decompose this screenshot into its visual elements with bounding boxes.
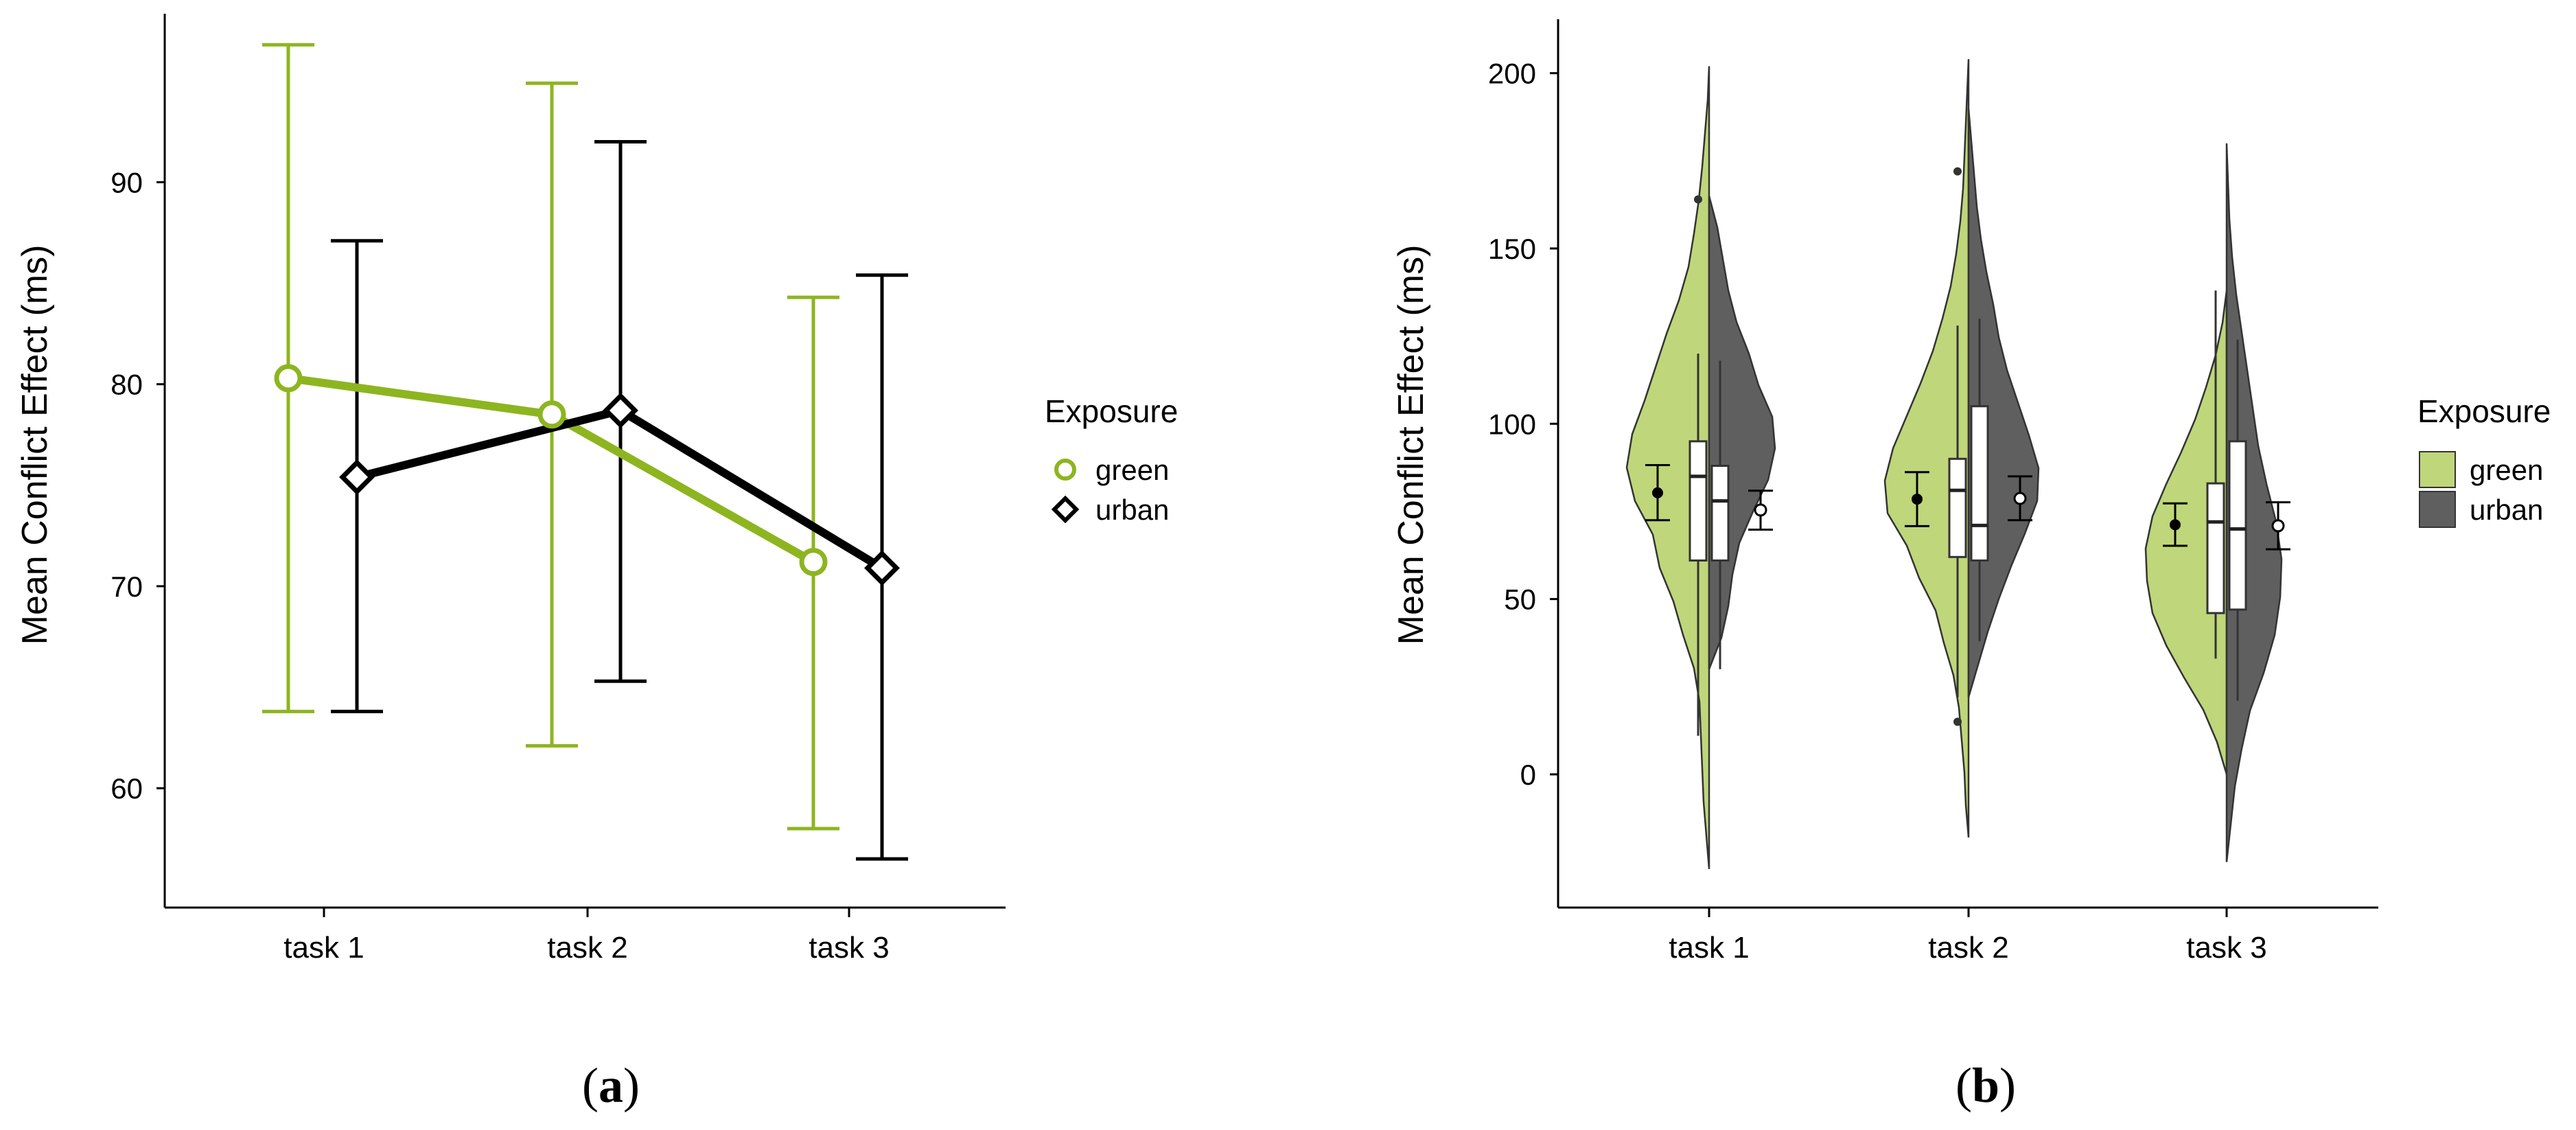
panel-b-violin-green [2144,290,2228,775]
panel-a-y-tick-label: 90 [111,166,143,198]
panel-b-outlier-green [1953,717,1962,726]
panel-b-x-tick-label: task 1 [1669,931,1749,965]
panel-b-box-urban [1710,465,1730,562]
panel-a-legend-title: Exposure [1045,393,1178,429]
panel-b-mean-green [1652,487,1663,498]
panel-b-outlier-green [1694,195,1702,204]
panel-a-point-green [274,364,303,393]
panel-a-legend-key-urban [1051,495,1080,524]
panel-b-label: (b) [1956,1058,2016,1113]
panel-b-violin-green [1625,66,1710,869]
panel-b-box-green [1689,440,1708,562]
panel-a-line-chart: 60 70 80 90 task 1 task 2 task 3 Mean Conflic… [15,14,1178,1113]
panel-b-box-green [2206,482,2225,614]
panel-a-point-urban [864,550,900,586]
panel-b-mean-urban [2271,519,2285,533]
panel-a-y-tick-label: 70 [111,570,143,603]
panel-a-label: (a) [582,1058,640,1113]
panel-a-legend-label-green: green [1095,454,1169,486]
panel-b-violin-green [1883,59,1970,838]
panel-b-mean-green [2170,519,2181,531]
panel-b-box-urban [1970,405,1989,562]
panel-a-legend-label-urban: urban [1095,494,1169,526]
panel-b-legend-key-urban [2419,491,2456,528]
panel-b-outlier-green [1953,167,1962,176]
panel-a-x-tick-label: task 1 [283,931,364,965]
panel-a-point-green [537,400,566,429]
panel-b-legend-label-urban: urban [2470,494,2543,526]
panel-b-y-tick-label: 150 [1488,233,1536,265]
panel-a-y-tick-label: 60 [111,772,143,805]
panel-b-y-tick-label: 0 [1520,759,1536,791]
panel-b-legend-key-green [2419,451,2456,488]
panel-a-x-tick-label: task 3 [809,931,889,965]
panel-b-mean-urban [2013,492,2027,505]
panel-b-mean-green [1912,494,1923,505]
panel-a-x-tick-label: task 2 [547,931,627,965]
panel-b-y-axis-label: Mean Conflict Effect (ms) [1391,245,1431,645]
panel-b-x-tick-label: task 3 [2186,931,2266,965]
panel-b-violin-chart: 0 50 100 150 200 task 1 task 2 task 3 Mean Con… [1391,19,2551,1113]
panel-b-box-green [1948,457,1967,558]
panel-b-mean-urban [1754,503,1767,517]
panel-a-point-urban [339,459,375,495]
panel-b-legend-title: Exposure [2417,393,2551,429]
panel-b-box-urban [2228,440,2247,611]
panel-a-point-urban [603,392,638,428]
panel-b-y-tick-label: 100 [1488,408,1536,440]
panel-b-y-tick-label: 50 [1504,584,1536,616]
panel-b-violin-urban [1708,196,1776,670]
panel-a-y-axis-label: Mean Conflict Effect (ms) [15,245,55,645]
panel-a-legend-key-green [1054,459,1076,481]
panel-b-x-tick-label: task 2 [1928,931,2008,965]
panel-a-point-green [799,548,828,577]
panel-b-y-tick-label: 200 [1488,58,1536,90]
panel-a-y-tick-label: 80 [111,369,143,401]
panel-b-legend-label-green: green [2470,454,2543,486]
